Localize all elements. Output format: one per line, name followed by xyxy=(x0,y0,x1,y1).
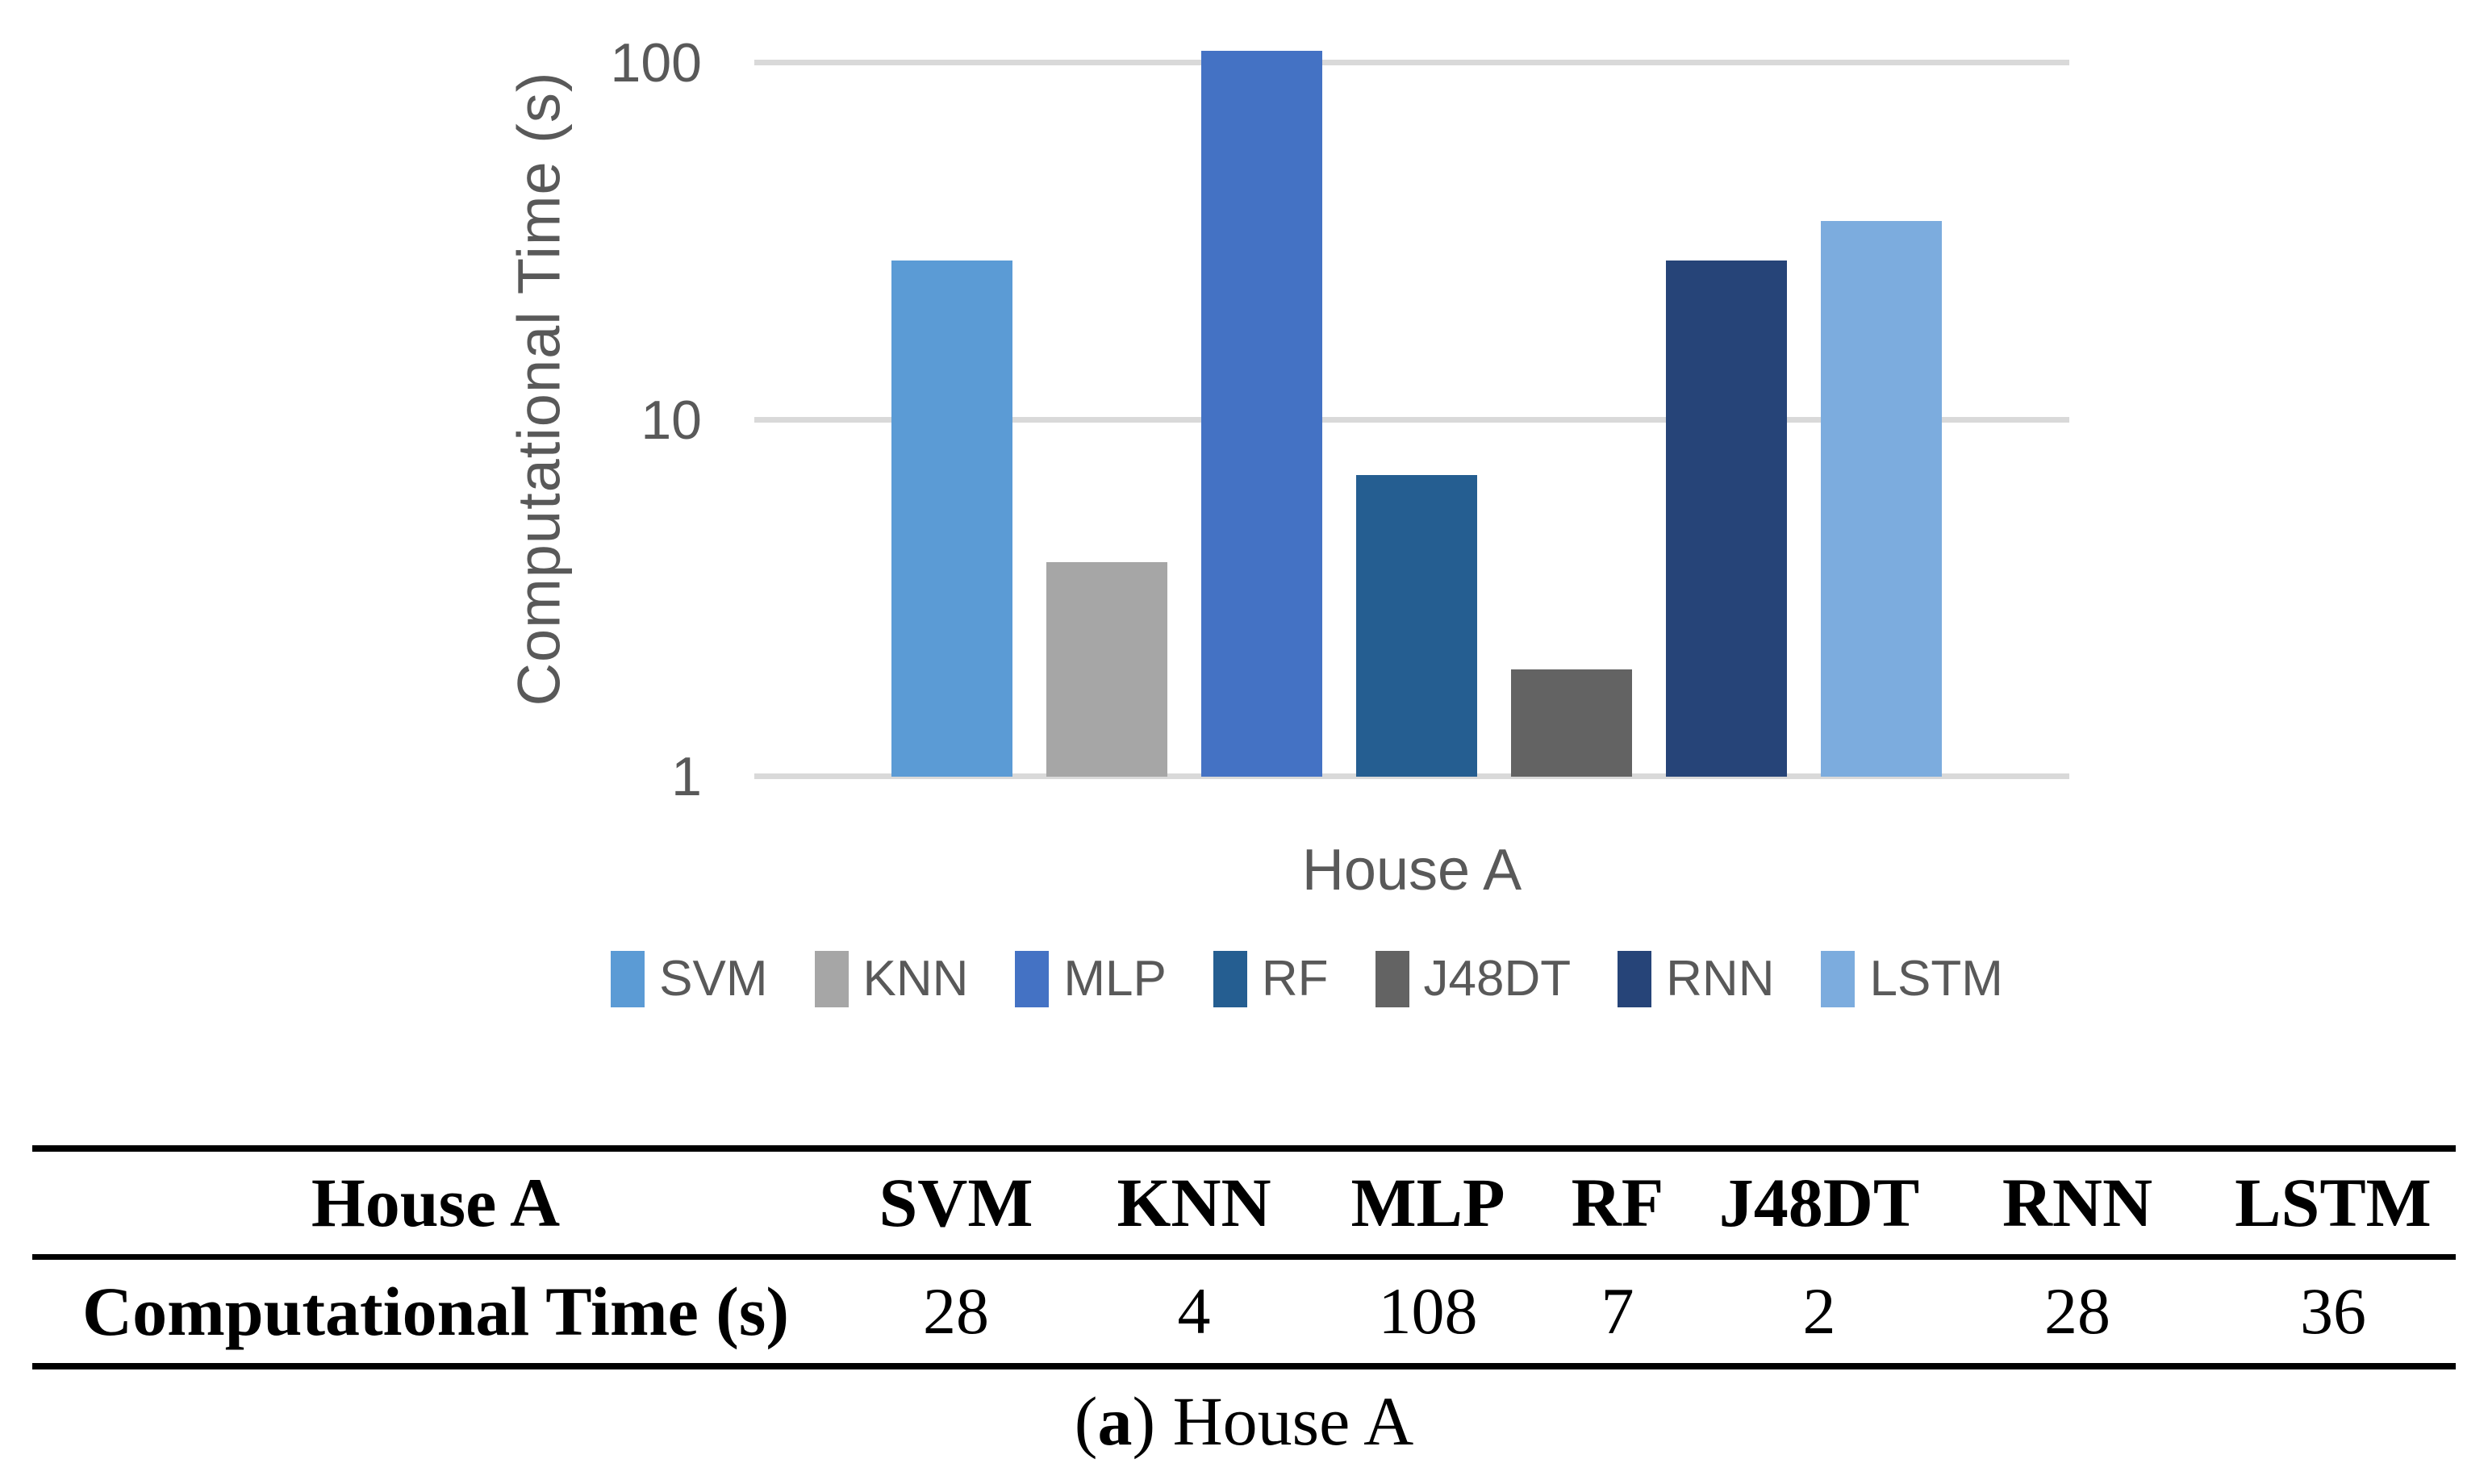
legend-item-mlp: MLP xyxy=(1015,950,1167,1007)
table-header-cell: LSTM xyxy=(2235,1164,2432,1242)
table-header-cell: RF xyxy=(1571,1164,1664,1242)
plot-area xyxy=(754,47,2069,779)
bar-knn xyxy=(1046,561,1167,777)
legend-swatch-mlp xyxy=(1015,950,1050,1007)
table-header-cell: House A xyxy=(311,1164,561,1242)
table-header-row: House A SVM KNN MLP RF J48DT RNN LSTM xyxy=(32,1148,2456,1257)
legend-item-rf: RF xyxy=(1213,950,1329,1007)
bar-rnn xyxy=(1666,260,1787,777)
chart-legend: SVM KNN MLP RF J48DT RNN LSTM xyxy=(129,950,2485,1007)
table-value-cell: 36 xyxy=(2300,1273,2366,1348)
table-header-cell: RNN xyxy=(2002,1164,2153,1242)
table-value-cell: 2 xyxy=(1802,1273,1836,1348)
legend-label: KNN xyxy=(862,951,969,1007)
table-header-cell: J48DT xyxy=(1718,1164,1920,1242)
y-tick-10: 10 xyxy=(641,389,702,451)
legend-item-lstm: LSTM xyxy=(1821,950,2003,1007)
gridline-100 xyxy=(754,60,2069,65)
legend-label: RNN xyxy=(1666,951,1775,1007)
legend-label: J48DT xyxy=(1423,951,1572,1007)
legend-swatch-lstm xyxy=(1821,950,1856,1007)
caption-suffix: ) House A xyxy=(1132,1382,1414,1460)
caption-letter: a xyxy=(1097,1382,1133,1460)
bar-rf xyxy=(1356,475,1477,777)
table-header-cell: KNN xyxy=(1117,1164,1271,1242)
table-value-cell: 28 xyxy=(923,1273,989,1348)
table-value-cell: 108 xyxy=(1378,1273,1478,1348)
table-header-cell: SVM xyxy=(879,1164,1033,1242)
bar-mlp xyxy=(1201,51,1322,777)
caption-prefix: ( xyxy=(1074,1382,1098,1460)
bar-lstm xyxy=(1821,221,1942,777)
bar-j48dt xyxy=(1511,669,1632,777)
figure-caption: (a) House A xyxy=(0,1381,2488,1461)
table-header-cell: MLP xyxy=(1350,1164,1505,1242)
legend-item-knn: KNN xyxy=(814,950,969,1007)
legend-item-svm: SVM xyxy=(611,950,768,1007)
legend-swatch-rf xyxy=(1213,950,1247,1007)
table-value-cell: 28 xyxy=(2044,1273,2110,1348)
table-row: Computational Time (s) 28 4 108 7 2 28 36 xyxy=(32,1257,2456,1366)
y-tick-100: 100 xyxy=(610,32,702,94)
table-row-label: Computational Time (s) xyxy=(82,1272,789,1350)
legend-item-rnn: RNN xyxy=(1618,950,1774,1007)
data-table: House A SVM KNN MLP RF J48DT RNN LSTM Computati… xyxy=(32,1145,2456,1369)
legend-swatch-j48dt xyxy=(1375,950,1409,1007)
legend-item-j48dt: J48DT xyxy=(1375,950,1572,1007)
x-axis-label: House A xyxy=(1301,838,1522,902)
legend-label: RF xyxy=(1261,951,1329,1007)
legend-label: MLP xyxy=(1063,951,1167,1007)
gridline-10 xyxy=(754,416,2069,423)
legend-swatch-knn xyxy=(814,950,849,1007)
y-tick-1: 1 xyxy=(671,746,702,807)
table-value-cell: 4 xyxy=(1177,1273,1211,1348)
legend-label: LSTM xyxy=(1869,951,2003,1007)
legend-label: SVM xyxy=(659,951,768,1007)
legend-swatch-rnn xyxy=(1618,950,1652,1007)
bar-svm xyxy=(891,260,1012,777)
table-value-cell: 7 xyxy=(1601,1273,1634,1348)
legend-swatch-svm xyxy=(611,950,645,1007)
